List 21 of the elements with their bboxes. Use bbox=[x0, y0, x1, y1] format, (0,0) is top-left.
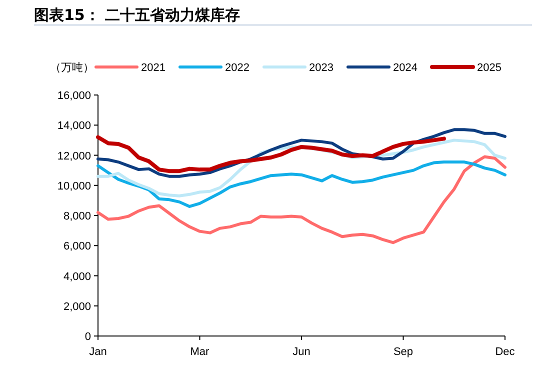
x-tick-label: Jan bbox=[89, 346, 107, 358]
y-tick-label: 6,000 bbox=[63, 240, 91, 253]
y-axis-title: （万吨） bbox=[50, 61, 94, 74]
y-tick-label: 4,000 bbox=[63, 270, 91, 283]
y-tick-label: 2,000 bbox=[63, 300, 91, 313]
y-tick-label: 10,000 bbox=[57, 180, 91, 192]
legend-label: 2021 bbox=[141, 62, 166, 74]
x-tick-label: Mar bbox=[190, 346, 210, 358]
y-tick-label: 8,000 bbox=[63, 210, 91, 222]
x-tick-label: Sep bbox=[393, 346, 414, 358]
y-tick-label: 12,000 bbox=[57, 150, 91, 162]
x-tick-label: Jun bbox=[292, 346, 310, 358]
legend-label: 2025 bbox=[477, 62, 502, 74]
legend-label: 2024 bbox=[393, 62, 418, 74]
legend-label: 2022 bbox=[225, 62, 250, 74]
x-tick-label: Dec bbox=[495, 346, 516, 358]
y-tick-label: 16,000 bbox=[57, 90, 91, 102]
y-tick-label: 14,000 bbox=[57, 120, 91, 132]
y-tick-label: 0 bbox=[84, 331, 91, 343]
title: 图表15： 二十五省动力煤库存 bbox=[34, 6, 240, 24]
legend-label: 2023 bbox=[309, 62, 334, 74]
